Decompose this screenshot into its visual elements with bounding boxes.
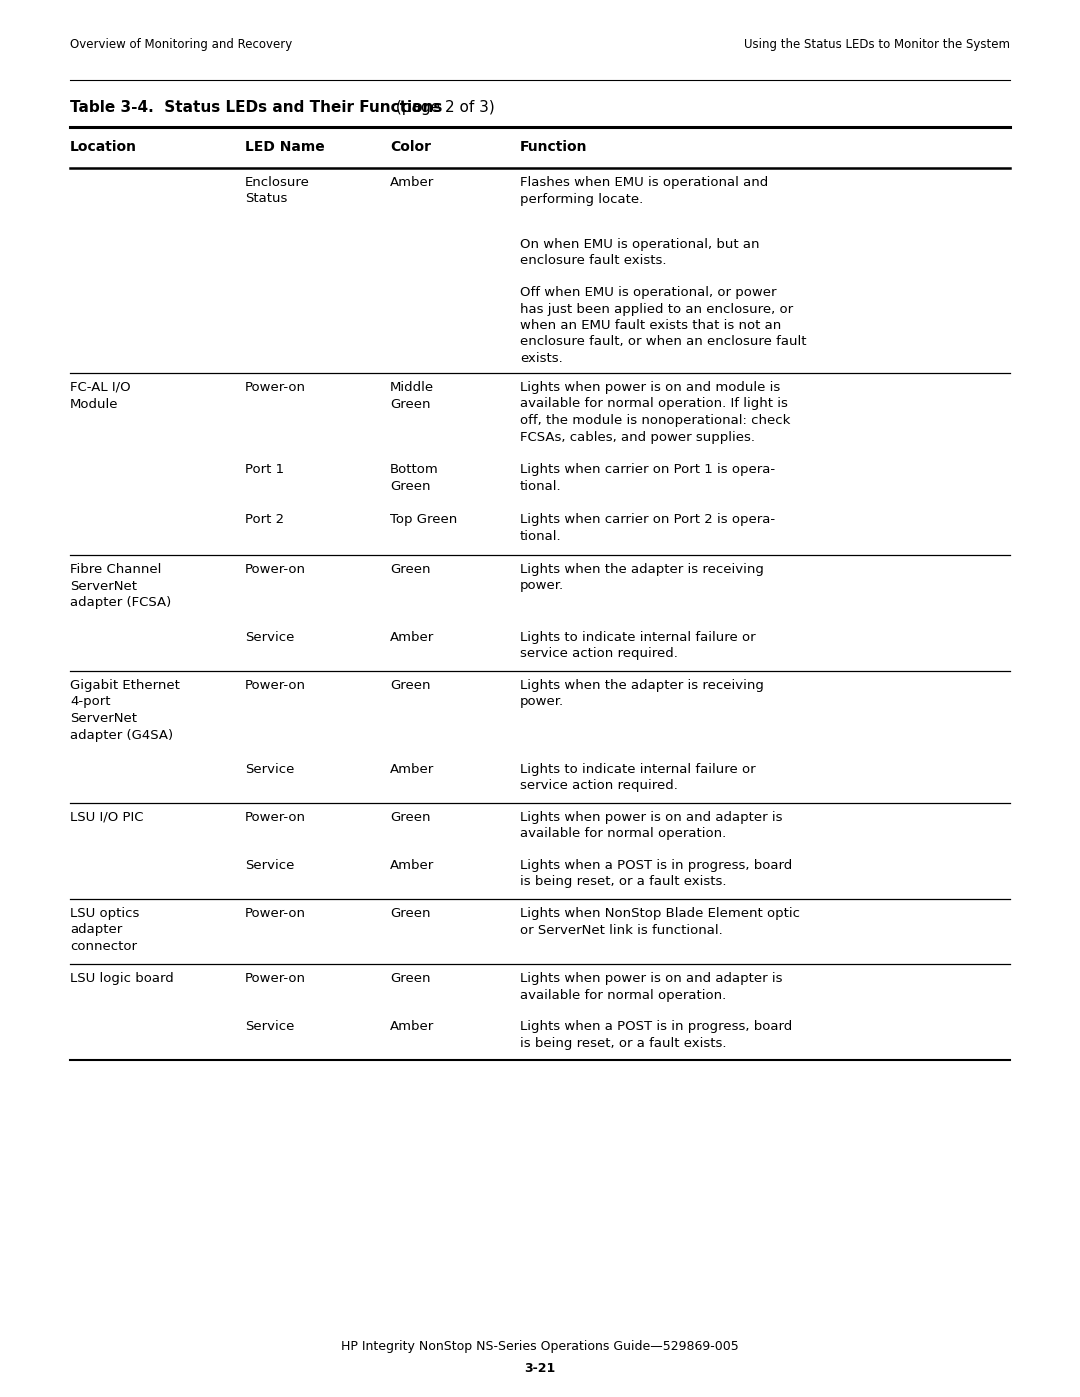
Text: Green: Green: [390, 907, 431, 921]
Text: Location: Location: [70, 140, 137, 154]
Text: Table 3-4.  Status LEDs and Their Functions: Table 3-4. Status LEDs and Their Functio…: [70, 101, 443, 115]
Text: LSU logic board: LSU logic board: [70, 972, 174, 985]
Text: Lights when NonStop Blade Element optic
or ServerNet link is functional.: Lights when NonStop Blade Element optic …: [519, 907, 800, 936]
Text: Green: Green: [390, 972, 431, 985]
Text: Port 2: Port 2: [245, 513, 284, 527]
Text: LSU I/O PIC: LSU I/O PIC: [70, 812, 144, 824]
Text: Enclosure
Status: Enclosure Status: [245, 176, 310, 205]
Text: Lights when carrier on Port 2 is opera-
tional.: Lights when carrier on Port 2 is opera- …: [519, 513, 775, 542]
Text: Overview of Monitoring and Recovery: Overview of Monitoring and Recovery: [70, 38, 293, 52]
Text: (page 2 of 3): (page 2 of 3): [391, 101, 495, 115]
Text: Lights when power is on and adapter is
available for normal operation.: Lights when power is on and adapter is a…: [519, 972, 783, 1002]
Text: Service: Service: [245, 1020, 295, 1032]
Text: HP Integrity NonStop NS-Series Operations Guide—529869-005: HP Integrity NonStop NS-Series Operation…: [341, 1340, 739, 1354]
Text: Power-on: Power-on: [245, 381, 306, 394]
Text: Lights to indicate internal failure or
service action required.: Lights to indicate internal failure or s…: [519, 763, 756, 792]
Text: Lights when carrier on Port 1 is opera-
tional.: Lights when carrier on Port 1 is opera- …: [519, 462, 775, 493]
Text: Amber: Amber: [390, 631, 434, 644]
Text: LED Name: LED Name: [245, 140, 325, 154]
Text: Service: Service: [245, 859, 295, 872]
Text: Power-on: Power-on: [245, 972, 306, 985]
Text: Green: Green: [390, 679, 431, 692]
Text: Service: Service: [245, 631, 295, 644]
Text: Green: Green: [390, 563, 431, 576]
Text: Amber: Amber: [390, 176, 434, 189]
Text: Middle
Green: Middle Green: [390, 381, 434, 411]
Text: LSU optics
adapter
connector: LSU optics adapter connector: [70, 907, 139, 953]
Text: Power-on: Power-on: [245, 563, 306, 576]
Text: Function: Function: [519, 140, 588, 154]
Text: Green: Green: [390, 812, 431, 824]
Text: Flashes when EMU is operational and
performing locate.: Flashes when EMU is operational and perf…: [519, 176, 768, 205]
Text: Lights when a POST is in progress, board
is being reset, or a fault exists.: Lights when a POST is in progress, board…: [519, 859, 793, 888]
Text: Bottom
Green: Bottom Green: [390, 462, 438, 493]
Text: Amber: Amber: [390, 859, 434, 872]
Text: Lights to indicate internal failure or
service action required.: Lights to indicate internal failure or s…: [519, 631, 756, 661]
Text: Fibre Channel
ServerNet
adapter (FCSA): Fibre Channel ServerNet adapter (FCSA): [70, 563, 172, 609]
Text: Lights when power is on and module is
available for normal operation. If light i: Lights when power is on and module is av…: [519, 381, 791, 443]
Text: Lights when a POST is in progress, board
is being reset, or a fault exists.: Lights when a POST is in progress, board…: [519, 1020, 793, 1049]
Text: 3-21: 3-21: [525, 1362, 555, 1375]
Text: Top Green: Top Green: [390, 513, 457, 527]
Text: Port 1: Port 1: [245, 462, 284, 476]
Text: Power-on: Power-on: [245, 812, 306, 824]
Text: Service: Service: [245, 763, 295, 775]
Text: Lights when power is on and adapter is
available for normal operation.: Lights when power is on and adapter is a…: [519, 812, 783, 841]
Text: Lights when the adapter is receiving
power.: Lights when the adapter is receiving pow…: [519, 563, 764, 592]
Text: FC-AL I/O
Module: FC-AL I/O Module: [70, 381, 131, 411]
Text: Color: Color: [390, 140, 431, 154]
Text: Power-on: Power-on: [245, 679, 306, 692]
Text: Using the Status LEDs to Monitor the System: Using the Status LEDs to Monitor the Sys…: [744, 38, 1010, 52]
Text: Lights when the adapter is receiving
power.: Lights when the adapter is receiving pow…: [519, 679, 764, 708]
Text: Amber: Amber: [390, 763, 434, 775]
Text: Gigabit Ethernet
4-port
ServerNet
adapter (G4SA): Gigabit Ethernet 4-port ServerNet adapte…: [70, 679, 180, 742]
Text: Power-on: Power-on: [245, 907, 306, 921]
Text: Off when EMU is operational, or power
has just been applied to an enclosure, or
: Off when EMU is operational, or power ha…: [519, 286, 807, 365]
Text: On when EMU is operational, but an
enclosure fault exists.: On when EMU is operational, but an enclo…: [519, 237, 759, 267]
Text: Amber: Amber: [390, 1020, 434, 1032]
